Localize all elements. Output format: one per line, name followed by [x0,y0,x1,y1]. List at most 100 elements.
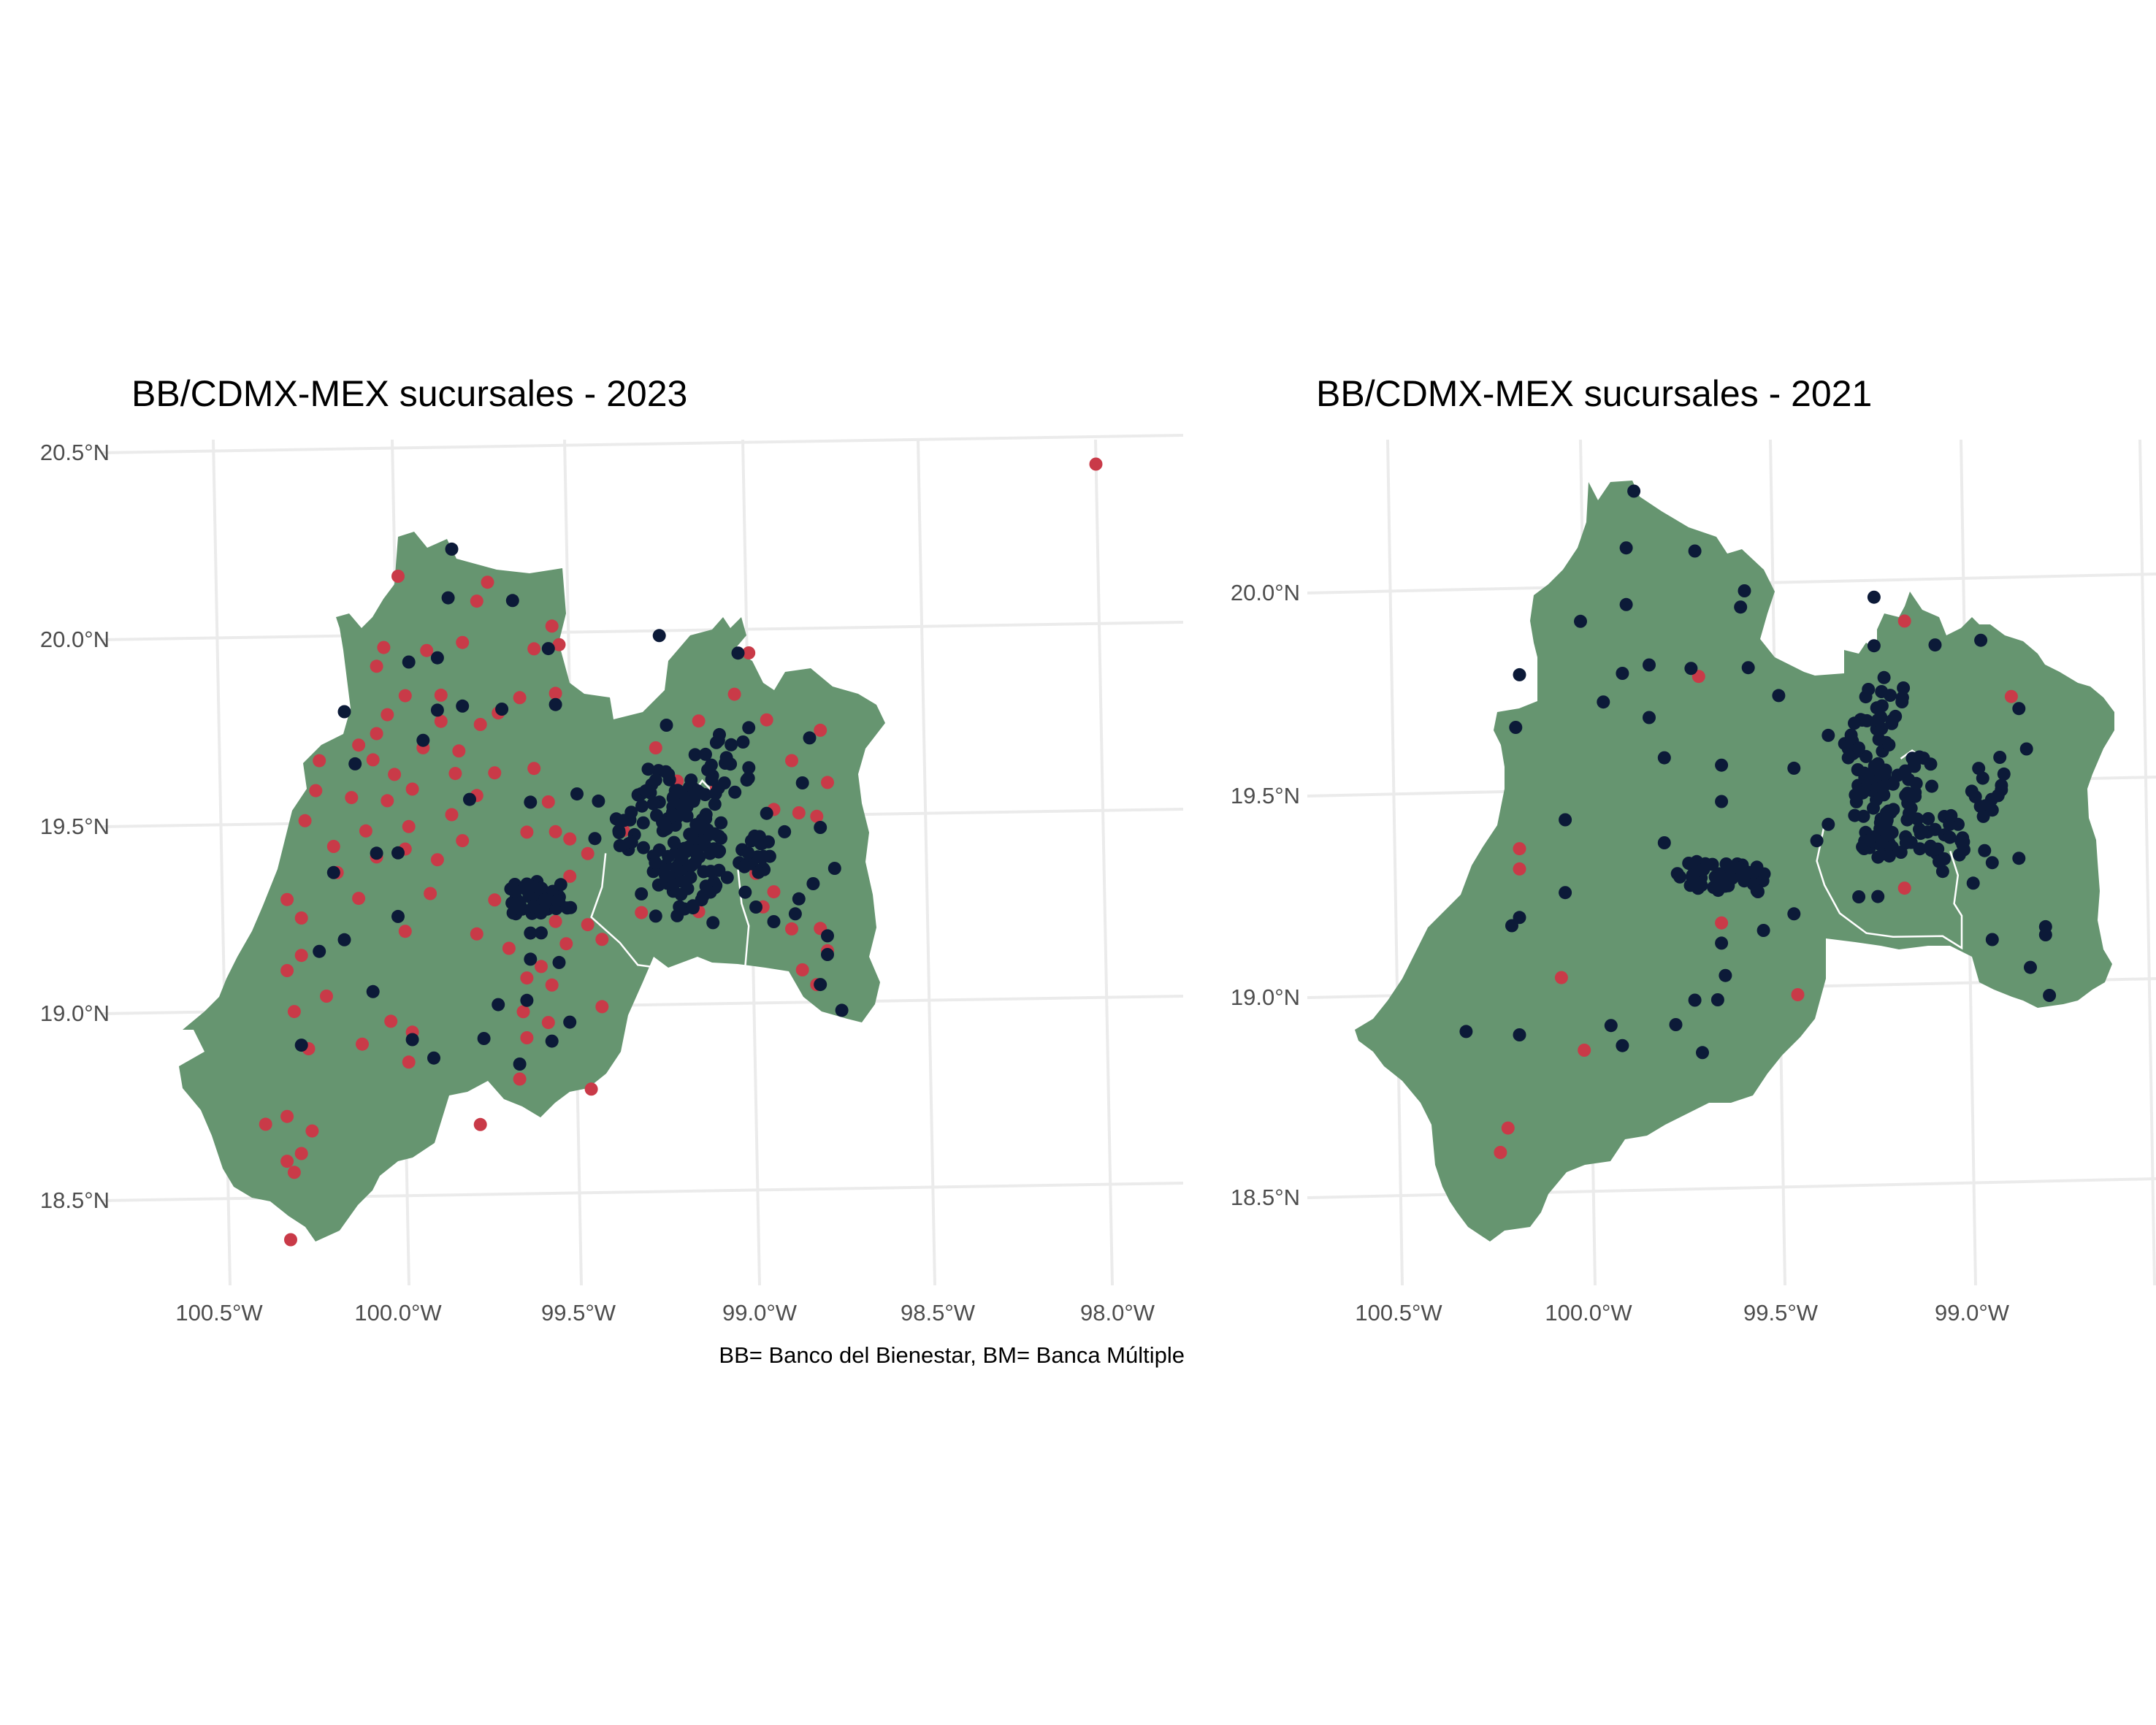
bm-branch-point [2012,852,2026,865]
bm-branch-point [612,826,626,840]
bm-branch-point [1682,857,1696,870]
bm-branch-point [1688,544,1702,558]
bm-branch-point [1513,1028,1526,1041]
bm-branch-point [1867,639,1881,653]
bm-branch-point [1697,862,1710,876]
bb-branch-point [795,963,809,976]
bm-branch-point [570,787,584,801]
bm-branch-point [1848,716,1861,730]
bm-branch-point [717,776,731,790]
bm-branch-point [1928,638,1942,652]
bm-branch-point [814,821,827,834]
bm-branch-point [1669,1018,1683,1031]
bb-branch-point [284,1233,297,1247]
bm-branch-point [1965,784,1979,798]
bb-branch-point [635,906,649,919]
bm-branch-point [667,878,680,892]
map-caption: BB= Banco del Bienestar, BM= Banca Múlti… [719,1342,1185,1368]
bm-branch-point [803,731,817,745]
bb-branch-point [545,619,559,633]
bb-branch-point [434,714,448,728]
bb-branch-point [294,911,308,925]
bm-branch-point [538,892,552,906]
bm-branch-point [1883,827,1897,840]
bb-branch-point [541,1016,555,1030]
bm-branch-point [1995,779,2008,792]
bm-branch-point [337,705,351,719]
bb-branch-point [481,575,494,589]
bb-branch-point [448,767,462,781]
bm-branch-point [1643,658,1656,672]
bm-branch-point [2024,960,2037,974]
bm-branch-point [635,799,649,813]
bm-branch-point [719,751,733,765]
bm-branch-point [391,909,405,923]
bb-branch-point [1501,1121,1515,1135]
bm-branch-point [495,703,509,716]
bb-branch-point [742,646,756,659]
bm-branch-point [1895,691,1909,705]
map-2023-y-tick: 19.5°N [39,814,110,839]
bm-branch-point [1882,806,1895,819]
bm-branch-point [778,825,792,838]
bm-branch-point [788,907,802,921]
bm-branch-point [667,790,680,804]
bm-branch-point [535,881,548,895]
bm-branch-point [757,849,771,863]
bm-branch-point [740,773,754,787]
bm-branch-point [714,816,728,830]
bm-branch-point [326,865,340,879]
bm-branch-point [641,762,655,776]
bm-branch-point [1862,772,1876,786]
bb-branch-point [287,1005,301,1019]
bm-branch-point [767,915,781,928]
map-2023-y-tick: 20.5°N [39,440,110,465]
bm-branch-point [427,1051,440,1065]
map-2023-y-tick: 19.0°N [39,1001,110,1026]
bb-branch-point [814,723,827,737]
bm-branch-point [738,885,752,899]
bm-branch-point [1870,701,1884,715]
map-title-2021: BB/CDMX-MEX sucursales - 2021 [1316,373,1873,414]
bm-branch-point [445,542,459,556]
bb-branch-point [377,640,391,654]
bm-branch-point [706,916,720,930]
bb-branch-point [810,809,824,823]
bm-branch-point [1688,993,1702,1007]
bm-branch-point [370,846,383,860]
map-2021-points [1459,484,2057,1159]
bm-branch-point [1877,670,1891,684]
bm-branch-point [1884,689,1897,703]
bm-branch-point [313,944,326,958]
bb-branch-point [445,808,459,822]
bb-branch-point [541,795,555,808]
bm-branch-point [430,651,444,665]
bm-branch-point [545,1034,559,1048]
map-2023-x-tick: 98.0°W [1080,1300,1155,1326]
bm-branch-point [708,787,722,800]
bm-branch-point [1852,741,1865,755]
bm-branch-point [1686,871,1700,885]
bm-branch-point [1715,795,1729,808]
bb-branch-point [456,635,470,649]
bm-branch-point [1821,728,1835,742]
bm-branch-point [658,816,672,830]
map-2023-y-tick: 20.0°N [39,627,110,652]
bm-branch-point [504,882,518,896]
bm-branch-point [688,856,702,870]
bm-branch-point [1899,836,1913,849]
bb-branch-point [1897,881,1911,895]
bm-branch-point [744,834,758,848]
bm-branch-point [725,738,738,751]
bm-branch-point [1938,852,1952,865]
bb-branch-point [520,971,534,985]
bm-branch-point [684,773,698,787]
bm-branch-point [1966,876,1980,890]
bm-branch-point [505,896,519,910]
bm-branch-point [1684,662,1698,676]
bb-branch-point [402,819,416,833]
bm-branch-point [1935,865,1949,879]
bb-branch-point [649,741,662,754]
bb-branch-point [692,714,706,728]
bb-branch-point [785,922,798,936]
